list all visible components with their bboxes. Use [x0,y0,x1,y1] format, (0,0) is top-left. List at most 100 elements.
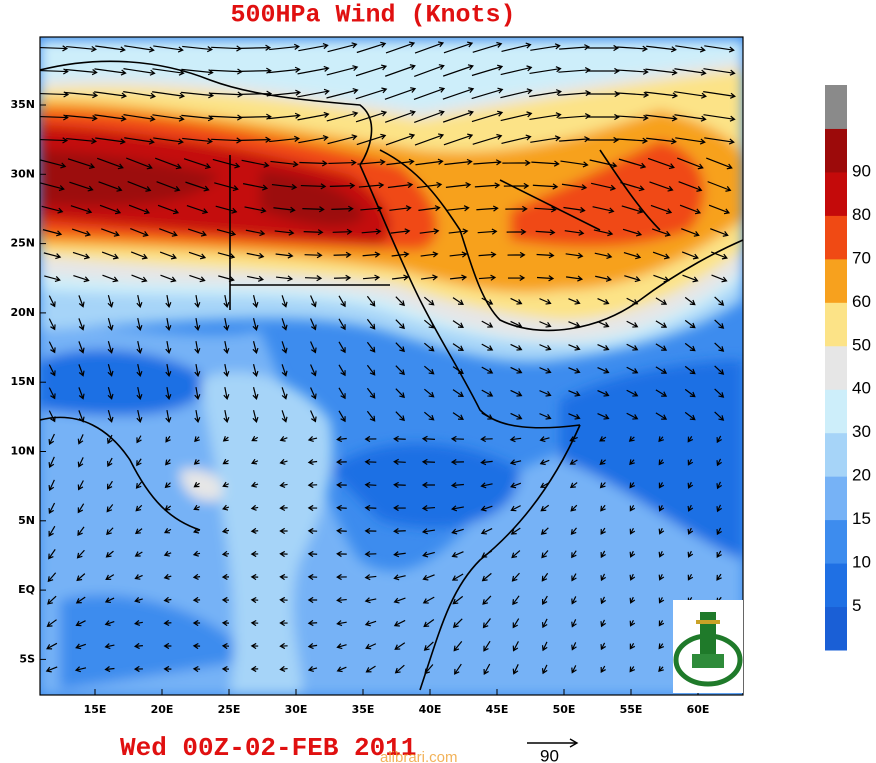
wind-vector [532,183,559,190]
wind-vector [40,114,69,121]
wind-vector [75,596,86,604]
wind-vector [40,45,69,52]
wind-vector [510,412,523,420]
wind-vector [563,206,586,214]
wind-vector [164,505,172,511]
wind-vector [247,275,265,282]
longitude-label: 30E [285,703,308,716]
wind-vector [94,68,127,76]
wind-vector [589,159,618,169]
wind-vector [704,137,735,145]
wind-vector [507,274,526,282]
wind-vector [240,136,272,143]
wind-vector [681,251,699,260]
wind-vector [450,435,464,443]
wind-vector [393,504,406,512]
wind-vector [279,504,288,512]
wind-vector [687,527,694,535]
wind-vector [223,409,230,424]
wind-vector [655,320,668,328]
wind-vector [304,275,323,282]
wind-vector [66,137,97,145]
wind-vector [48,410,56,423]
wind-vector [716,573,722,581]
wind-vector [252,364,259,377]
wind-vector [279,550,288,558]
wind-vector [48,295,56,308]
wind-vector [706,157,733,170]
wind-vector [252,341,259,354]
wind-vector [307,619,318,627]
wind-vector [541,550,549,559]
wind-vector [629,482,636,489]
wind-vector [269,135,300,143]
wind-vector [72,251,91,260]
wind-vector [588,136,620,144]
wind-vector [250,527,259,535]
wind-vector [472,41,503,53]
wind-vector [43,252,62,260]
wind-vector [658,505,665,512]
wind-vector [366,364,376,376]
wind-vector [135,481,142,489]
wind-vector [181,68,214,76]
wind-vector [540,504,550,512]
wind-vector [593,229,614,237]
colorbar-swatch [825,432,847,477]
wind-vector [134,528,143,535]
wind-vector [136,364,143,378]
wind-vector [674,91,707,99]
wind-vector [326,111,359,122]
wind-vector [424,664,434,675]
wind-vector [246,252,265,259]
wind-vector [107,341,114,354]
wind-vector [193,527,201,534]
wind-vector [395,388,405,399]
wind-vector [366,295,376,307]
wind-vector [223,317,230,332]
wind-vector [250,481,259,488]
wind-vector [420,251,439,258]
latitude-label: 25N [10,237,35,250]
wind-vector [355,110,388,123]
wind-vector [160,274,177,283]
wind-vector [356,133,387,146]
wind-vector [716,481,723,490]
wind-vector [252,295,259,308]
wind-vector [307,642,318,650]
wind-vector [78,295,85,308]
wind-vector [539,367,552,374]
wind-vector [240,44,272,51]
latitude-label: 5S [19,652,35,665]
wind-vector [250,596,259,604]
wind-vector [500,88,533,99]
wind-vector [107,364,114,377]
wind-vector [163,665,172,673]
wind-vector [300,183,327,190]
wind-vector [214,182,239,192]
wind-vector [310,341,317,354]
wind-vector [77,480,84,491]
wind-vector [452,343,464,351]
wind-vector [76,573,86,582]
wind-vector [658,643,665,650]
wind-vector [530,135,561,143]
wind-vector [452,320,464,328]
wind-vector [274,229,295,236]
wind-vector [679,204,702,215]
wind-vector [78,318,85,331]
wind-vector [646,137,677,145]
wind-vector [505,205,528,213]
colorbar-label: 80 [852,205,871,224]
wind-vector [107,318,114,331]
wind-vector [480,459,493,466]
timestamp: Wed 00Z-02-FEB 2011 [120,733,416,763]
wind-vector [307,481,318,489]
wind-vector [40,159,67,169]
wind-vector [586,90,621,98]
wind-vector [647,157,675,170]
wind-vector [302,206,325,213]
wind-vector [391,251,410,258]
wind-vector [338,295,346,308]
wind-vector [471,64,504,77]
